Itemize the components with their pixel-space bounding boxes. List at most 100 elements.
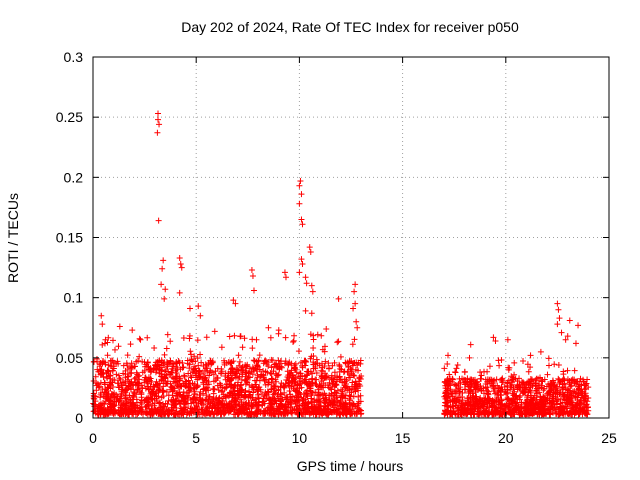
data-point	[310, 345, 317, 352]
data-point-peak	[353, 318, 360, 325]
data-point	[538, 377, 545, 384]
data-point-peak	[296, 269, 303, 276]
data-point	[501, 389, 508, 396]
data-point	[270, 411, 277, 418]
data-point	[263, 361, 270, 368]
data-point	[307, 368, 314, 375]
data-point	[171, 403, 178, 410]
data-point	[229, 364, 236, 371]
data-point	[111, 346, 118, 353]
data-point	[566, 410, 573, 417]
data-point	[224, 374, 231, 381]
data-point	[104, 367, 111, 374]
data-point	[156, 366, 163, 373]
data-point	[513, 392, 520, 399]
data-point	[521, 384, 528, 391]
data-point	[268, 364, 275, 371]
data-point	[165, 397, 172, 404]
data-point	[318, 378, 325, 385]
data-point	[321, 343, 328, 350]
data-point-peak	[156, 121, 163, 128]
data-point	[303, 405, 310, 412]
data-point	[311, 401, 318, 408]
data-point	[256, 352, 263, 359]
data-point	[197, 351, 204, 358]
data-point	[194, 406, 201, 413]
data-point	[496, 385, 503, 392]
data-point	[123, 401, 130, 408]
data-point	[246, 374, 253, 381]
data-point-peak	[298, 216, 305, 223]
data-point	[313, 369, 320, 376]
data-point-peak	[154, 129, 161, 136]
data-point	[299, 364, 306, 371]
data-point	[483, 387, 490, 394]
data-point	[492, 404, 499, 411]
data-point	[224, 392, 231, 399]
data-point-peak	[527, 352, 534, 359]
data-point	[111, 409, 118, 416]
data-point	[346, 399, 353, 406]
data-point	[99, 341, 106, 348]
data-point	[286, 388, 293, 395]
data-point	[461, 407, 468, 414]
data-point	[454, 405, 461, 412]
data-point	[524, 409, 531, 416]
data-point	[242, 393, 249, 400]
data-point	[236, 409, 243, 416]
data-point	[118, 382, 125, 389]
data-point	[111, 402, 118, 409]
y-tick-label: 0.25	[56, 109, 83, 125]
data-point	[120, 362, 127, 369]
data-point	[285, 361, 292, 368]
data-point	[567, 390, 574, 397]
data-point	[283, 377, 290, 384]
data-point	[150, 383, 157, 390]
data-point	[250, 357, 257, 364]
data-point	[255, 407, 262, 414]
data-point	[332, 389, 339, 396]
data-point	[288, 383, 295, 390]
data-point	[346, 407, 353, 414]
data-point	[152, 406, 159, 413]
data-point	[133, 396, 140, 403]
data-point	[244, 375, 251, 382]
data-point	[130, 393, 137, 400]
data-point	[262, 368, 269, 375]
data-point	[211, 401, 218, 408]
data-point	[464, 395, 471, 402]
data-point	[218, 368, 225, 375]
data-point	[465, 389, 472, 396]
data-point	[221, 359, 228, 366]
data-point-peak	[232, 300, 239, 307]
data-point	[314, 331, 321, 338]
data-point-peak	[177, 260, 184, 267]
data-point	[546, 411, 553, 418]
data-point	[448, 390, 455, 397]
data-point	[321, 406, 328, 413]
data-point	[243, 378, 250, 385]
data-point	[443, 382, 450, 389]
data-point	[544, 371, 551, 378]
data-point	[461, 368, 468, 375]
data-point	[287, 391, 294, 398]
data-point	[546, 388, 553, 395]
data-point	[267, 400, 274, 407]
data-point	[144, 334, 151, 341]
data-point	[177, 408, 184, 415]
data-point	[447, 386, 454, 393]
data-point	[187, 405, 194, 412]
data-point	[144, 399, 151, 406]
data-point	[578, 382, 585, 389]
data-point	[486, 396, 493, 403]
data-point	[478, 388, 485, 395]
data-point	[145, 398, 152, 405]
data-point	[311, 396, 318, 403]
data-point-peak	[492, 337, 499, 344]
data-point	[156, 358, 163, 365]
data-point	[169, 384, 176, 391]
data-point	[164, 331, 171, 338]
data-point	[508, 373, 515, 380]
data-point	[280, 383, 287, 390]
data-point-peak	[554, 321, 561, 328]
